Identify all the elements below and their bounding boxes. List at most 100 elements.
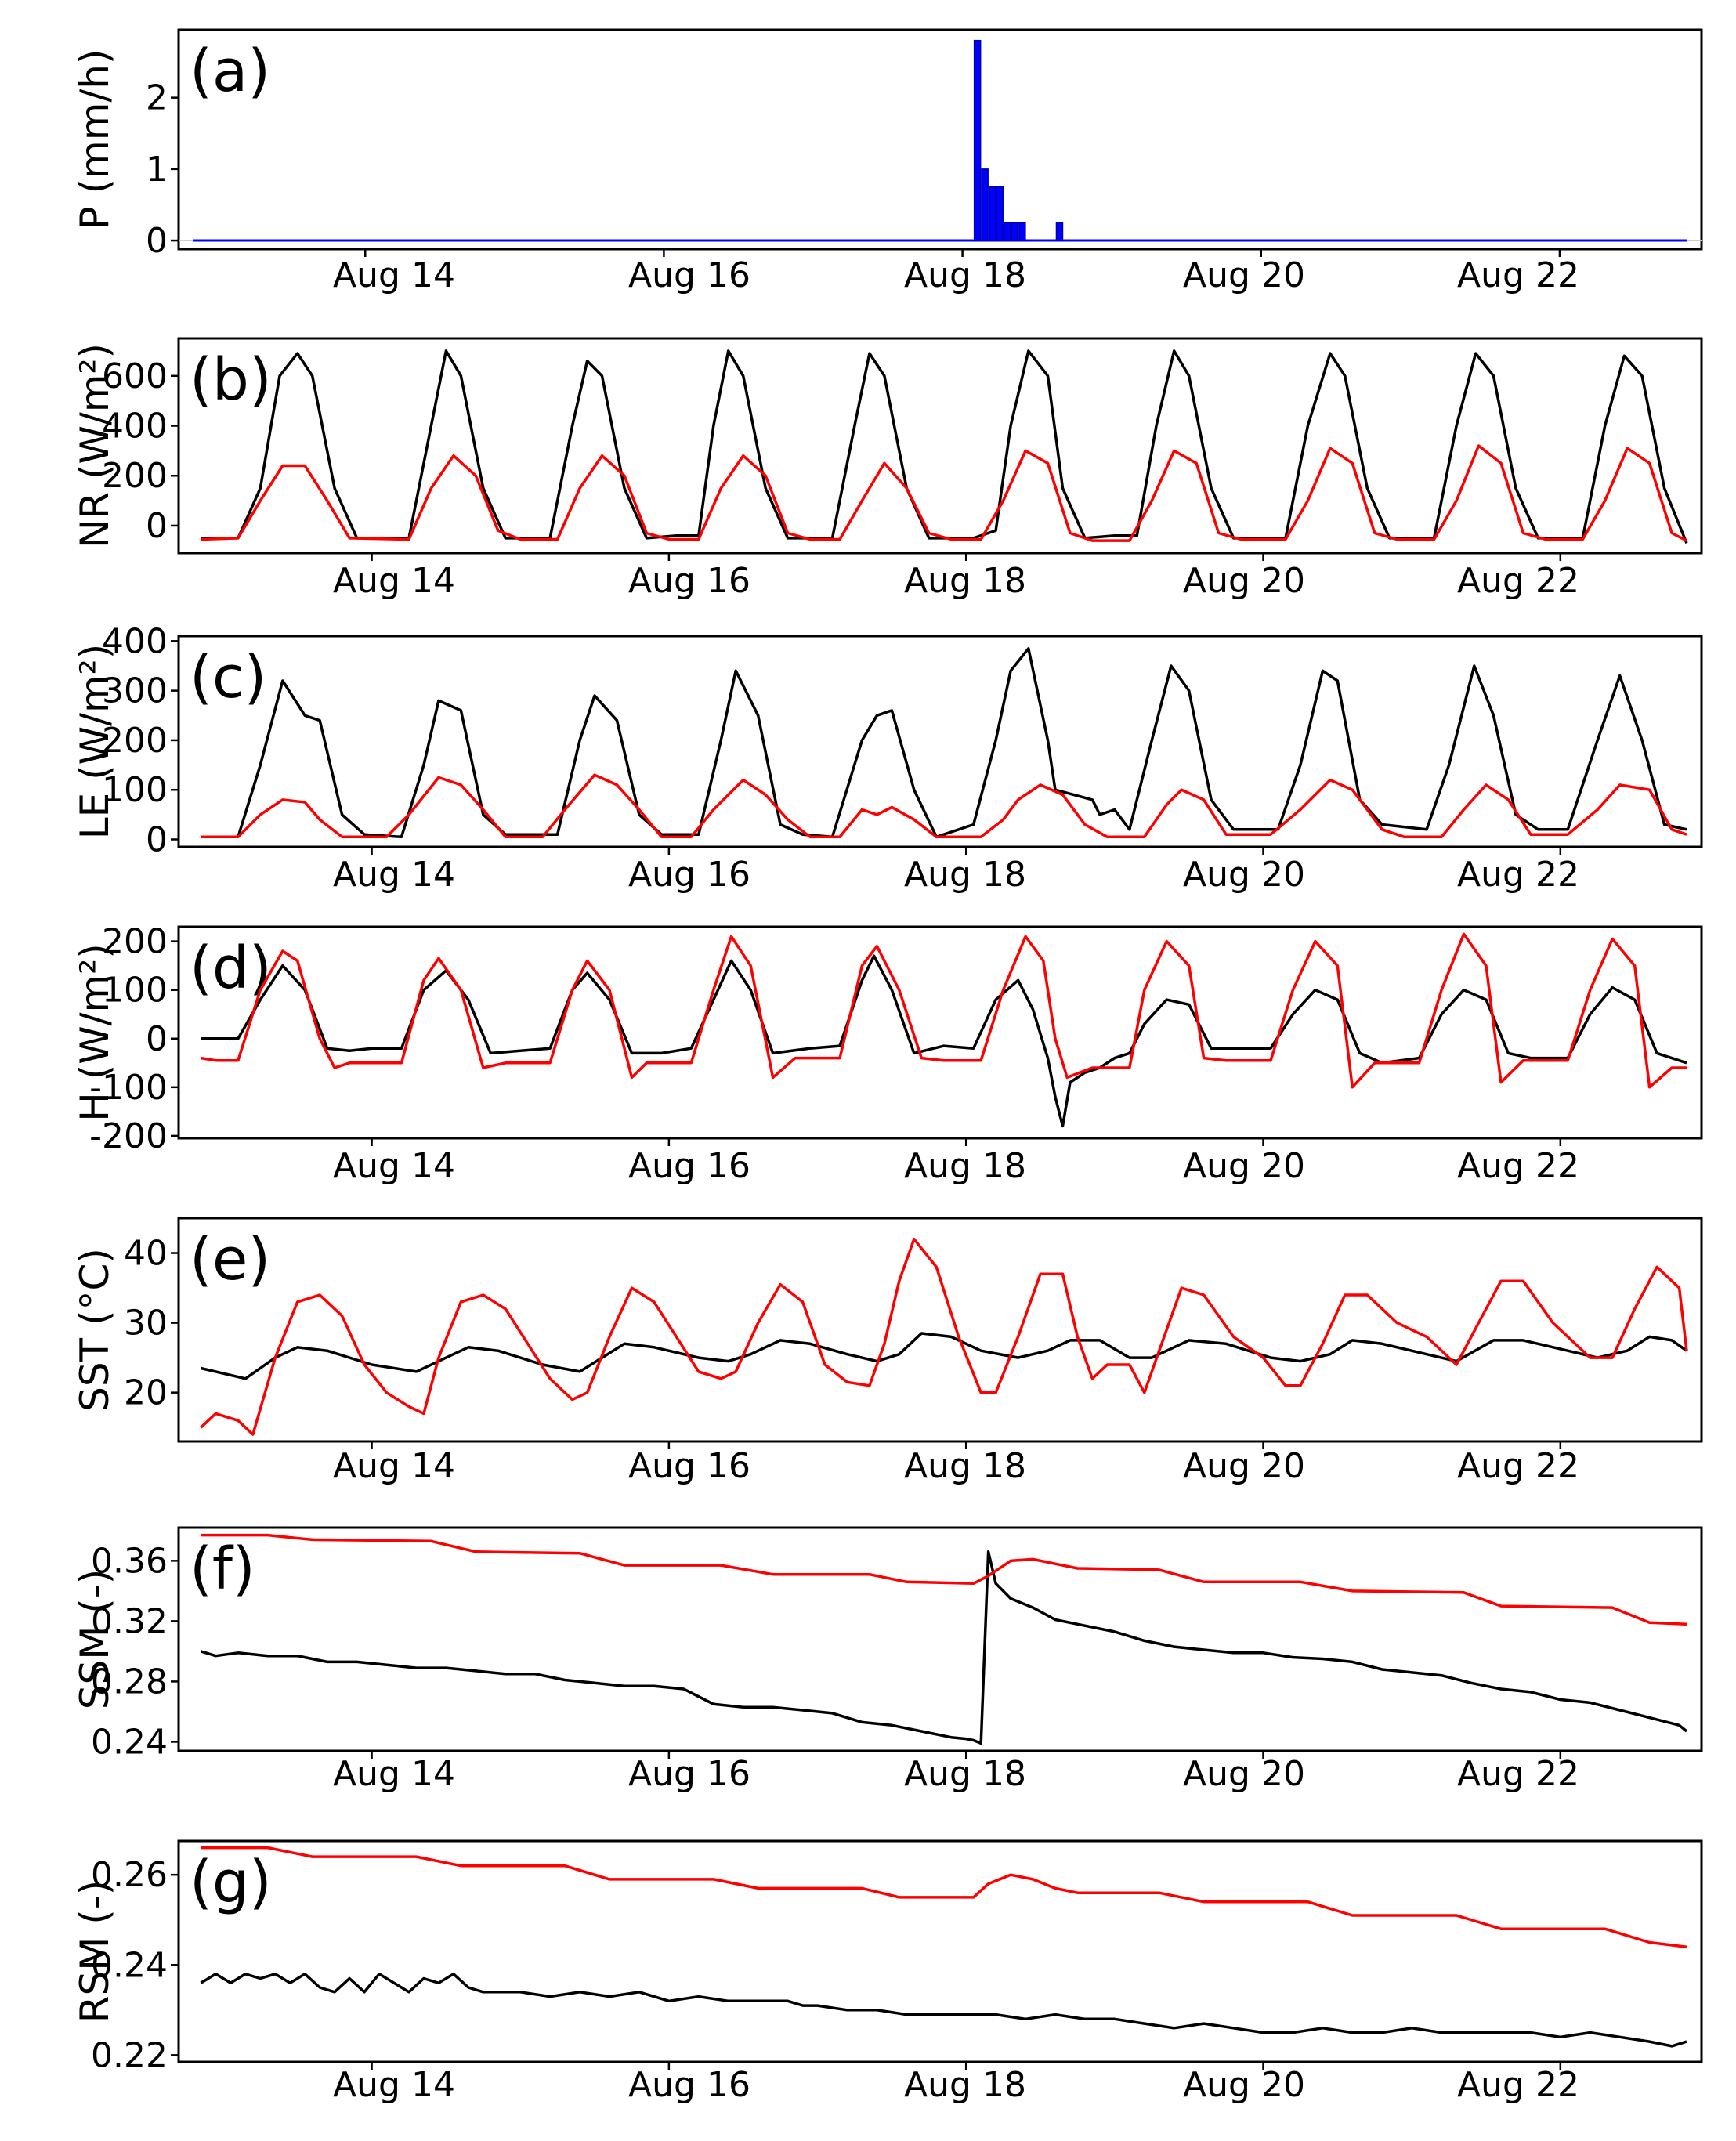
panel-f: Aug 14 Aug 16 Aug 18 Aug 20 Aug 22 0.24 0.28 0.…	[72, 1526, 1703, 1794]
panel-e: Aug 14 Aug 16 Aug 18 Aug 20 Aug 22 20 30 40SST …	[72, 1217, 1703, 1486]
rain-bar	[996, 186, 1004, 241]
panel-d-frame	[177, 925, 1703, 1140]
rain-bar	[973, 39, 982, 241]
panel-letter: (g)	[190, 1849, 272, 1916]
y-axis-label: RSM (-)	[72, 1880, 118, 2023]
x-tick-label: Aug 14	[333, 855, 455, 895]
x-tick-label: Aug 16	[628, 1754, 750, 1794]
y-tick-label: 200	[102, 922, 168, 962]
y-axis-label: NR (W/m²)	[72, 343, 118, 548]
series-red-line	[201, 932, 1687, 1089]
panel-b-frame	[177, 337, 1703, 555]
panel-c-frame	[177, 635, 1703, 848]
y-tick-label: 2	[146, 78, 168, 118]
x-tick-label: Aug 16	[628, 855, 750, 895]
panel-g: Aug 14 Aug 16 Aug 18 Aug 20 Aug 22 0.22 0.24 0.…	[72, 1839, 1703, 2105]
y-tick-label: 0.24	[91, 1945, 168, 1985]
panel-d: Aug 14 Aug 16 Aug 18 Aug 20 Aug 22 -200 -100 0 1…	[72, 922, 1703, 1186]
x-tick-label: Aug 18	[904, 1446, 1026, 1486]
series-red-line	[200, 1237, 1688, 1436]
y-tick-label: 100	[102, 971, 168, 1011]
series-black-line	[200, 1550, 1688, 1745]
y-tick-label: -100	[89, 1068, 168, 1108]
y-tick-label: 0	[146, 506, 168, 546]
series-black-line	[200, 1973, 1687, 2048]
y-tick-label: 0	[146, 1019, 168, 1059]
x-tick-label: Aug 20	[1183, 1146, 1305, 1186]
y-axis-label: H (W/m²)	[72, 943, 118, 1122]
x-tick-label: Aug 14	[333, 1446, 455, 1486]
y-axis-label: SST (°C)	[72, 1248, 118, 1412]
x-tick-label: Aug 22	[1457, 1446, 1579, 1486]
x-tick-label: Aug 14	[333, 255, 455, 295]
y-tick-label: 0	[146, 221, 168, 261]
y-axis-label: LE (W/m²)	[72, 644, 118, 839]
panel-b: Aug 14 Aug 16 Aug 18 Aug 20 Aug 22 0 200 400 600…	[72, 337, 1703, 601]
x-tick-label: Aug 16	[628, 1146, 750, 1186]
y-tick-label: 0	[146, 820, 168, 860]
x-tick-label: Aug 22	[1457, 855, 1579, 895]
x-tick-label: Aug 22	[1457, 561, 1579, 601]
rain-bar	[1055, 222, 1064, 241]
x-tick-label: Aug 20	[1183, 855, 1305, 895]
x-tick-label: Aug 18	[904, 255, 1026, 295]
x-tick-label: Aug 14	[333, 1754, 455, 1794]
y-tick-label: 20	[124, 1373, 168, 1413]
x-tick-label: Aug 18	[904, 1146, 1026, 1186]
y-tick-label: 200	[102, 721, 168, 761]
series-black-line	[201, 1332, 1688, 1380]
series-red-line	[201, 773, 1687, 839]
panel-g-frame	[177, 1839, 1703, 2063]
series-black-line	[201, 954, 1687, 1128]
y-tick-label: 0.24	[91, 1722, 168, 1762]
panel-a: Aug 14 Aug 16 Aug 18 Aug 20 Aug 22 0 1 2 P (mm/h…	[72, 28, 1703, 295]
series-black-line	[201, 349, 1688, 544]
y-axis-label: P (mm/h)	[72, 49, 118, 230]
panel-letter: (a)	[190, 38, 270, 105]
x-tick-label: Aug 20	[1183, 1754, 1305, 1794]
y-tick-label: 0.22	[91, 2035, 168, 2075]
x-tick-label: Aug 16	[628, 255, 750, 295]
x-tick-label: Aug 22	[1457, 255, 1579, 295]
y-tick-label: 600	[102, 356, 168, 396]
x-tick-label: Aug 20	[1183, 561, 1305, 601]
x-tick-label: Aug 16	[628, 1446, 750, 1486]
y-tick-label: 30	[124, 1304, 168, 1344]
y-tick-label: 1	[146, 150, 168, 190]
panel-e-frame	[177, 1217, 1703, 1443]
x-tick-label: Aug 14	[333, 561, 455, 601]
series-black-line	[201, 647, 1687, 839]
series-red-line	[201, 1846, 1687, 1948]
x-tick-label: Aug 14	[333, 1146, 455, 1186]
series-red-line	[201, 444, 1687, 542]
rain-bar	[1018, 222, 1026, 241]
y-tick-label: 400	[102, 621, 168, 661]
x-tick-label: Aug 20	[1183, 2065, 1305, 2105]
panel-letter: (d)	[190, 935, 272, 1002]
x-tick-label: Aug 14	[333, 2065, 455, 2105]
rain-bar	[1004, 222, 1011, 241]
rain-bar	[981, 168, 989, 241]
y-tick-label: -200	[89, 1116, 168, 1156]
panel-letter: (c)	[190, 644, 266, 711]
y-tick-label: 300	[102, 671, 168, 711]
y-axis-label: SSM (-)	[72, 1569, 118, 1710]
x-tick-label: Aug 22	[1457, 2065, 1579, 2105]
y-tick-label: 400	[102, 407, 168, 447]
x-tick-label: Aug 22	[1457, 1146, 1579, 1186]
y-tick-label: 0.26	[91, 1855, 168, 1895]
x-tick-label: Aug 16	[628, 561, 750, 601]
panel-c: Aug 14 Aug 16 Aug 18 Aug 20 Aug 22 0 100 200 300…	[72, 621, 1703, 895]
panel-letter: (f)	[190, 1535, 255, 1603]
panel-letter: (b)	[190, 346, 272, 414]
y-tick-label: 100	[102, 770, 168, 810]
y-tick-label: 0.32	[91, 1601, 168, 1641]
x-tick-label: Aug 20	[1183, 1446, 1305, 1486]
x-tick-label: Aug 20	[1183, 255, 1305, 295]
rain-bar	[1011, 222, 1019, 241]
x-tick-label: Aug 18	[904, 1754, 1026, 1794]
y-tick-label: 0.28	[91, 1662, 168, 1702]
y-tick-label: 0.36	[91, 1541, 168, 1581]
panel-a-frame	[177, 28, 1703, 251]
